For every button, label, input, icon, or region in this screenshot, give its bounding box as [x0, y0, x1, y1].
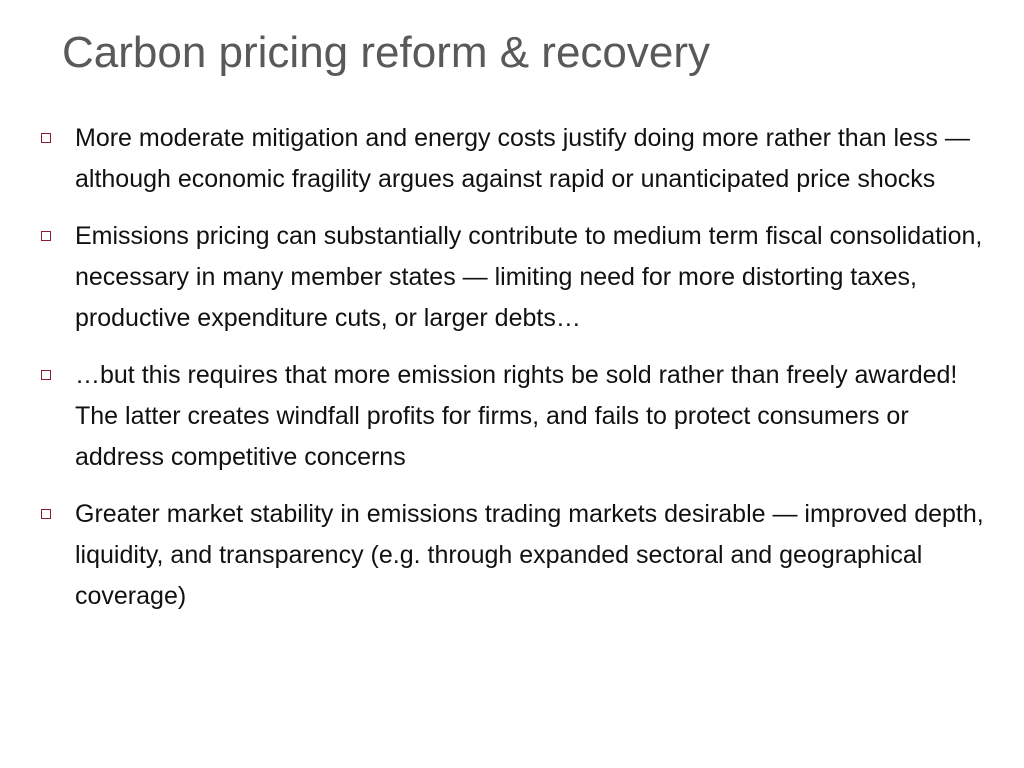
bullet-text: More moderate mitigation and energy cost… — [75, 124, 970, 193]
bullet-item: …but this requires that more emission ri… — [36, 355, 986, 478]
hollow-square-icon — [41, 133, 51, 143]
bullet-item: Greater market stability in emissions tr… — [36, 494, 986, 617]
bullet-list: More moderate mitigation and energy cost… — [36, 118, 986, 633]
bullet-text: Emissions pricing can substantially cont… — [75, 222, 983, 332]
hollow-square-icon — [41, 370, 51, 380]
slide-title: Carbon pricing reform & recovery — [62, 28, 711, 77]
hollow-square-icon — [41, 509, 51, 519]
bullet-item: Emissions pricing can substantially cont… — [36, 216, 986, 339]
bullet-text: Greater market stability in emissions tr… — [75, 500, 984, 610]
hollow-square-icon — [41, 231, 51, 241]
bullet-text: …but this requires that more emission ri… — [75, 361, 958, 471]
bullet-item: More moderate mitigation and energy cost… — [36, 118, 986, 200]
